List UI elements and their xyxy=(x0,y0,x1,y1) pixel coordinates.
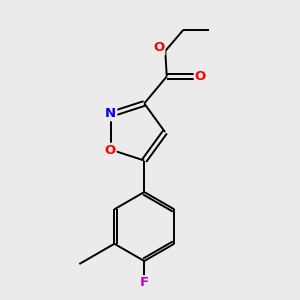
Text: N: N xyxy=(105,107,116,120)
Text: O: O xyxy=(195,70,206,83)
Text: O: O xyxy=(104,144,116,157)
Text: F: F xyxy=(140,276,149,289)
Text: O: O xyxy=(153,41,164,55)
